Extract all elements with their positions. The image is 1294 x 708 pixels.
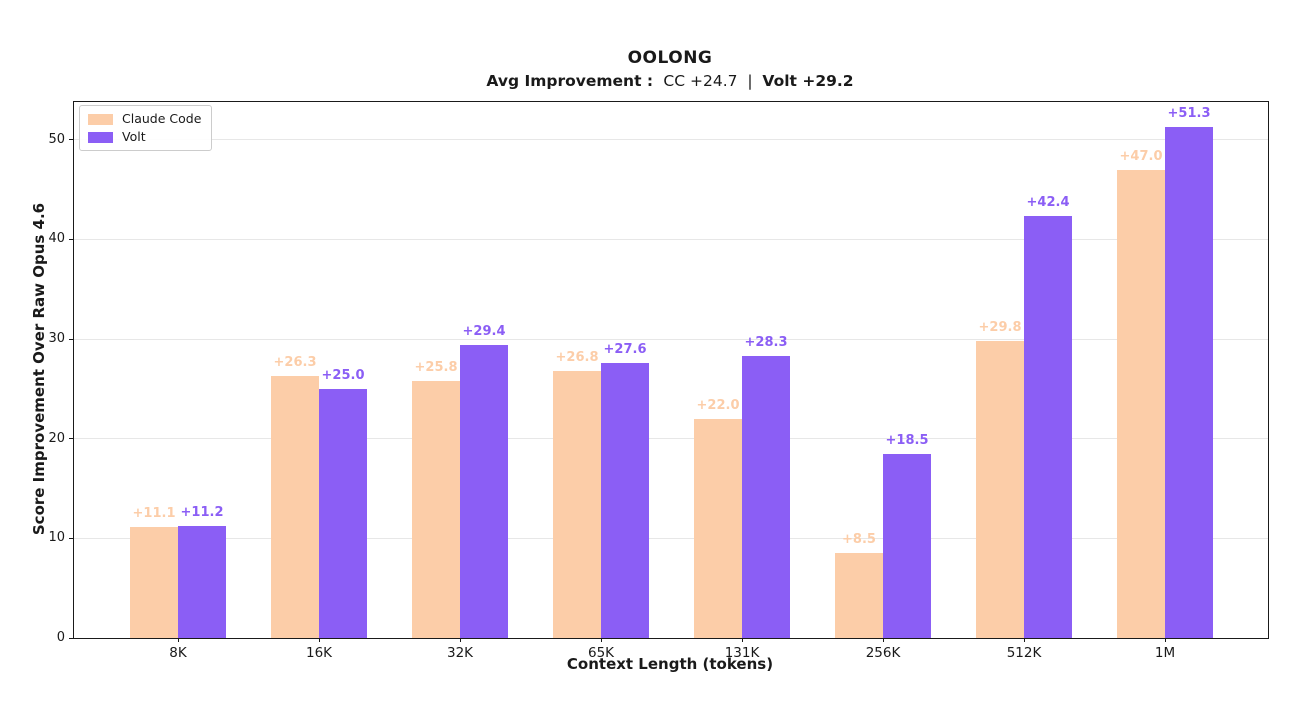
y-tick-mark	[69, 637, 73, 639]
bar-value-label: +51.3	[1167, 105, 1211, 121]
y-axis-label: Score Improvement Over Raw Opus 4.6	[30, 202, 48, 536]
x-tick-label: 32K	[446, 645, 474, 661]
x-tick-mark	[600, 638, 602, 642]
y-tick-mark	[69, 238, 73, 240]
bar-claude-code	[694, 418, 742, 638]
bar-value-label: +22.0	[696, 397, 740, 413]
legend: Claude Code Volt	[79, 105, 213, 151]
x-tick-mark	[1023, 638, 1025, 642]
bar-volt	[601, 363, 649, 638]
bar-volt	[178, 526, 226, 638]
bar-value-label: +26.3	[273, 354, 317, 370]
bar-claude-code	[1117, 169, 1165, 638]
legend-item-claude-code: Claude Code	[88, 112, 201, 126]
bar-value-label: +11.1	[132, 506, 176, 522]
bar-value-label: +8.5	[842, 532, 876, 548]
y-tick-mark	[69, 438, 73, 440]
bar-claude-code	[835, 553, 883, 638]
x-tick-mark	[741, 638, 743, 642]
gridline	[74, 238, 1268, 240]
legend-swatch-claude-code	[88, 113, 113, 125]
x-tick-mark	[459, 638, 461, 642]
x-tick-label: 131K	[724, 645, 760, 661]
bar-value-label: +25.8	[414, 359, 458, 375]
x-tick-label: 8K	[169, 645, 187, 661]
gridline	[74, 537, 1268, 539]
y-tick-label: 20	[48, 430, 65, 446]
x-tick-label: 1M	[1154, 645, 1176, 661]
gridline	[74, 338, 1268, 340]
chart-subtitle: Avg Improvement : CC +24.7 | Volt +29.2	[73, 70, 1267, 92]
x-tick-mark	[318, 638, 320, 642]
x-tick-mark	[882, 638, 884, 642]
y-tick-label: 30	[48, 331, 65, 347]
bar-value-label: +29.4	[462, 324, 506, 340]
x-tick-label: 65K	[587, 645, 615, 661]
bar-volt	[460, 345, 508, 638]
bar-volt	[742, 356, 790, 638]
legend-label: Volt	[122, 129, 146, 144]
bar-value-label: +29.8	[978, 320, 1022, 336]
bar-value-label: +42.4	[1026, 194, 1070, 210]
bar-value-label: +18.5	[885, 432, 929, 448]
gridline	[74, 438, 1268, 440]
y-tick-mark	[69, 537, 73, 539]
bar-claude-code	[976, 341, 1024, 638]
y-tick-label: 10	[48, 530, 65, 546]
x-tick-label: 512K	[1006, 645, 1042, 661]
x-tick-label: 16K	[305, 645, 333, 661]
bar-value-label: +47.0	[1119, 148, 1163, 164]
bar-volt	[1165, 126, 1213, 638]
bar-volt	[319, 388, 367, 638]
y-tick-label: 40	[48, 231, 65, 247]
y-tick-mark	[69, 139, 73, 141]
bar-value-label: +27.6	[603, 342, 647, 358]
bar-claude-code	[130, 527, 178, 638]
subtitle-cc-value: CC +24.7 |	[658, 72, 763, 90]
legend-item-volt: Volt	[88, 130, 201, 144]
bar-value-label: +25.0	[321, 367, 365, 383]
bar-volt	[883, 453, 931, 638]
x-tick-label: 256K	[865, 645, 901, 661]
legend-swatch-volt	[88, 131, 113, 143]
x-tick-mark	[177, 638, 179, 642]
gridline	[74, 139, 1268, 141]
x-axis-label: Context Length (tokens)	[566, 655, 774, 673]
subtitle-avg-improvement: Avg Improvement :	[486, 72, 659, 90]
plot-area: Claude Code Volt 0 10 20 30 40 50 8K +11.1 +11.2 1…	[48, 101, 1269, 661]
legend-label: Claude Code	[122, 111, 202, 126]
bar-value-label: +26.8	[555, 349, 599, 365]
bar-claude-code	[553, 371, 601, 638]
y-tick-mark	[69, 338, 73, 340]
chart-title: OOLONG	[627, 48, 713, 68]
bar-value-label: +28.3	[744, 335, 788, 351]
y-tick-label: 50	[48, 131, 65, 147]
bar-value-label: +11.2	[180, 505, 224, 521]
y-tick-label: 0	[56, 630, 65, 645]
bar-claude-code	[271, 375, 319, 638]
bar-claude-code	[412, 380, 460, 638]
subtitle-volt-value: Volt +29.2	[762, 72, 854, 90]
x-tick-mark	[1164, 638, 1166, 642]
bar-volt	[1024, 215, 1072, 638]
chart-header: OOLONG Avg Improvement : CC +24.7 | Volt…	[73, 48, 1267, 92]
